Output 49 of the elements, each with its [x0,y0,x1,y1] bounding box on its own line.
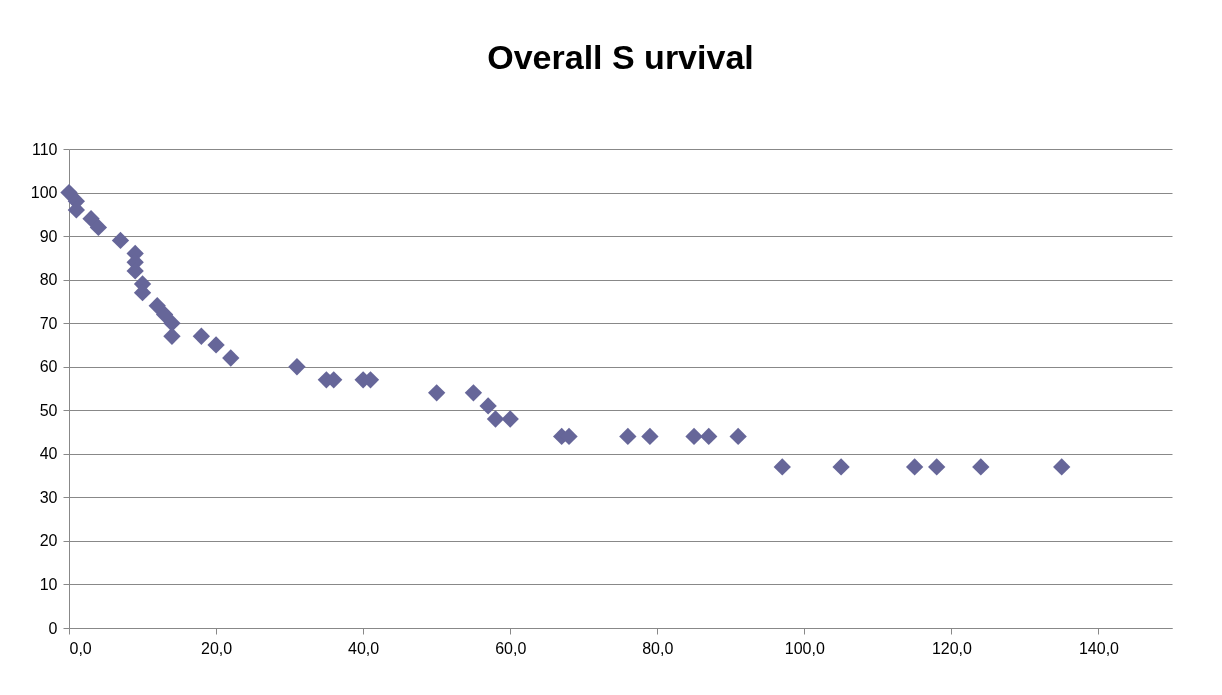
point [928,458,946,476]
x-tick-label: 140,0 [1078,639,1120,657]
point [163,314,181,332]
x-tick-label: 40,0 [348,639,380,657]
y-tick-label: 0 [48,619,58,637]
point [207,336,225,354]
point [464,384,483,402]
y-tick-label: 10 [39,575,58,593]
point [288,358,306,376]
x-tick-label: 0,0 [69,639,92,657]
x-tick-label: 20,0 [201,639,233,657]
y-tick-label: 50 [39,401,58,419]
point [641,427,659,446]
point [972,458,990,476]
x-tick-label: 120,0 [931,639,973,657]
y-tick-label: 20 [39,532,58,550]
y-tick-label: 80 [39,271,58,289]
point [486,410,505,428]
x-tick-label: 80,0 [642,639,674,657]
y-tick-label: 90 [39,227,58,245]
point [773,458,791,476]
point [832,458,850,476]
point [89,218,108,237]
point [155,305,174,324]
point [479,397,497,415]
x-tick-label: 100,0 [784,639,825,657]
point [905,458,924,476]
y-tick-label: 70 [39,314,58,332]
point [501,410,519,428]
y-tick-label: 30 [39,488,58,506]
point [685,427,703,446]
y-tick-label: 100 [30,184,58,202]
point [192,327,211,345]
y-tick-label: 40 [39,445,58,463]
point [700,427,718,446]
y-tick-label: 110 [31,140,58,158]
x-tick-label: 60,0 [495,639,527,657]
point [428,384,446,402]
point [222,349,240,367]
point [148,297,166,315]
point [82,210,100,228]
point [163,327,181,345]
point [60,183,78,202]
point [729,427,747,446]
point [111,231,130,250]
y-tick-label: 60 [39,358,58,376]
chart-title: Overall S urvival [487,38,754,76]
point [619,427,637,446]
point [1053,458,1071,476]
